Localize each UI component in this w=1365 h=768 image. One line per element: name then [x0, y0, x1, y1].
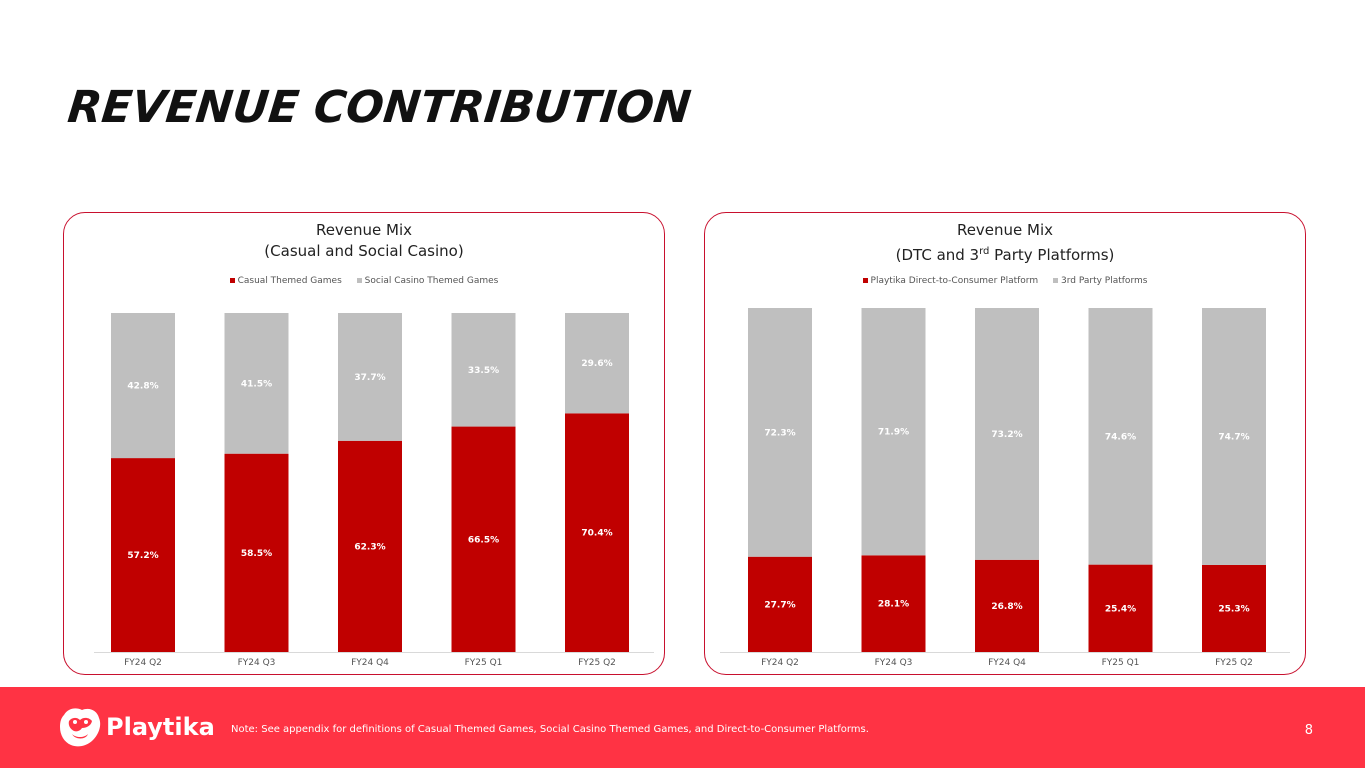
x-tick-label: FY25 Q1: [1102, 658, 1140, 668]
footer-bar: Playtika Note: See appendix for definiti…: [0, 687, 1365, 768]
data-label: 71.9%: [878, 428, 909, 438]
bar-segment-primary: [1088, 564, 1153, 652]
data-label: 29.6%: [581, 359, 612, 369]
x-tick-label: FY24 Q4: [988, 658, 1026, 668]
bar-segment-secondary: [565, 313, 629, 414]
chart-panel-revenue-mix-casual-social: Revenue Mix (Casual and Social Casino) C…: [63, 212, 665, 675]
chart-legend: Playtika Direct-to-Consumer Platform 3rd…: [705, 276, 1305, 286]
data-label: 37.7%: [354, 373, 385, 383]
title-text-pre: (DTC and 3: [895, 246, 980, 264]
page-number: 8: [1304, 723, 1313, 738]
bar-segment-secondary: [861, 308, 926, 556]
bar-segment-primary: [565, 413, 629, 652]
legend-item-casual: Casual Themed Games: [229, 276, 342, 286]
legend-label: 3rd Party Platforms: [1061, 276, 1148, 286]
data-label: 74.6%: [1105, 432, 1136, 442]
data-label: 73.2%: [991, 430, 1022, 440]
title-text-post: Party Platforms): [989, 246, 1115, 264]
bar-segment-secondary: [451, 313, 516, 427]
chart-title: Revenue Mix (Casual and Social Casino): [64, 220, 664, 262]
legend-label: Casual Themed Games: [237, 276, 342, 286]
x-tick-label: FY24 Q3: [875, 658, 913, 668]
bar-segment-secondary: [975, 308, 1039, 560]
data-label: 25.4%: [1105, 604, 1136, 614]
x-tick-label: FY25 Q2: [1215, 658, 1253, 668]
data-label: 72.3%: [764, 428, 795, 438]
chart-title-line-1: Revenue Mix: [956, 221, 1054, 239]
bar-segment-primary: [338, 440, 402, 652]
bar-segment-secondary: [1088, 308, 1153, 565]
legend-item-social-casino: Social Casino Themed Games: [356, 276, 499, 286]
bar-segment-primary: [748, 556, 812, 652]
bar-segment-primary: [451, 426, 516, 652]
data-label: 74.7%: [1218, 432, 1249, 442]
data-label: 26.8%: [991, 602, 1022, 612]
data-label: 58.5%: [241, 549, 272, 559]
legend-swatch: [229, 278, 235, 283]
data-label: 33.5%: [468, 366, 499, 376]
data-label: 28.1%: [878, 600, 909, 610]
bar-segment-primary: [1202, 564, 1266, 652]
title-superscript: rd: [979, 246, 990, 257]
data-label: 41.5%: [241, 379, 272, 389]
legend-item-third-party: 3rd Party Platforms: [1053, 276, 1147, 286]
x-tick-label: FY24 Q3: [238, 658, 276, 668]
x-tick-label: FY24 Q4: [351, 658, 389, 668]
bar-segment-primary: [224, 453, 289, 652]
legend-label: Playtika Direct-to-Consumer Platform: [870, 276, 1039, 286]
slide-title: REVENUE CONTRIBUTION: [65, 82, 694, 133]
bar-segment-primary: [111, 458, 175, 652]
x-tick-label: FY24 Q2: [124, 658, 162, 668]
legend-item-dtc: Playtika Direct-to-Consumer Platform: [862, 276, 1039, 286]
bar-segment-secondary: [748, 308, 812, 557]
data-label: 25.3%: [1218, 604, 1249, 614]
footnote: Note: See appendix for definitions of Ca…: [231, 724, 869, 735]
bar-segment-secondary: [338, 313, 402, 441]
bar-segment-secondary: [1202, 308, 1266, 565]
chart-legend: Casual Themed Games Social Casino Themed…: [64, 276, 664, 286]
brand-name: Playtika: [106, 713, 215, 741]
data-label: 66.5%: [468, 535, 499, 545]
data-label: 42.8%: [127, 382, 158, 392]
legend-label: Social Casino Themed Games: [364, 276, 499, 286]
stacked-bar-chart-svg: 27.7% 72.3% FY24 Q2 28.1% 71.9% FY24 Q3 26.8% 7…: [720, 308, 1290, 668]
bar-segment-primary: [975, 559, 1039, 652]
data-label: 27.7%: [764, 600, 795, 610]
chart-title-line-2: (Casual and Social Casino): [264, 242, 464, 260]
data-label: 57.2%: [127, 551, 158, 561]
bar-segment-primary: [861, 555, 926, 652]
x-tick-label: FY25 Q2: [578, 658, 616, 668]
data-label: 62.3%: [354, 542, 385, 552]
legend-swatch: [356, 278, 362, 283]
chart-title: Revenue Mix (DTC and 3rd Party Platforms…: [705, 220, 1305, 266]
legend-swatch: [1053, 278, 1058, 283]
x-tick-label: FY25 Q1: [465, 658, 503, 668]
chart-title-line-1: Revenue Mix: [315, 221, 413, 239]
bar-segment-secondary: [111, 313, 175, 459]
chart-panel-revenue-mix-dtc-third-party: Revenue Mix (DTC and 3rd Party Platforms…: [704, 212, 1306, 675]
data-label: 70.4%: [581, 529, 612, 539]
bar-segment-secondary: [224, 313, 289, 454]
legend-swatch: [862, 278, 868, 283]
stacked-bar-chart-svg: 57.2% 42.8% FY24 Q2 58.5% 41.5% FY24 Q3 62.3% 3…: [94, 313, 654, 668]
x-tick-label: FY24 Q2: [761, 658, 799, 668]
chart-title-line-2: (DTC and 3rd Party Platforms): [705, 241, 1305, 266]
panther-logo-icon: [60, 708, 101, 747]
